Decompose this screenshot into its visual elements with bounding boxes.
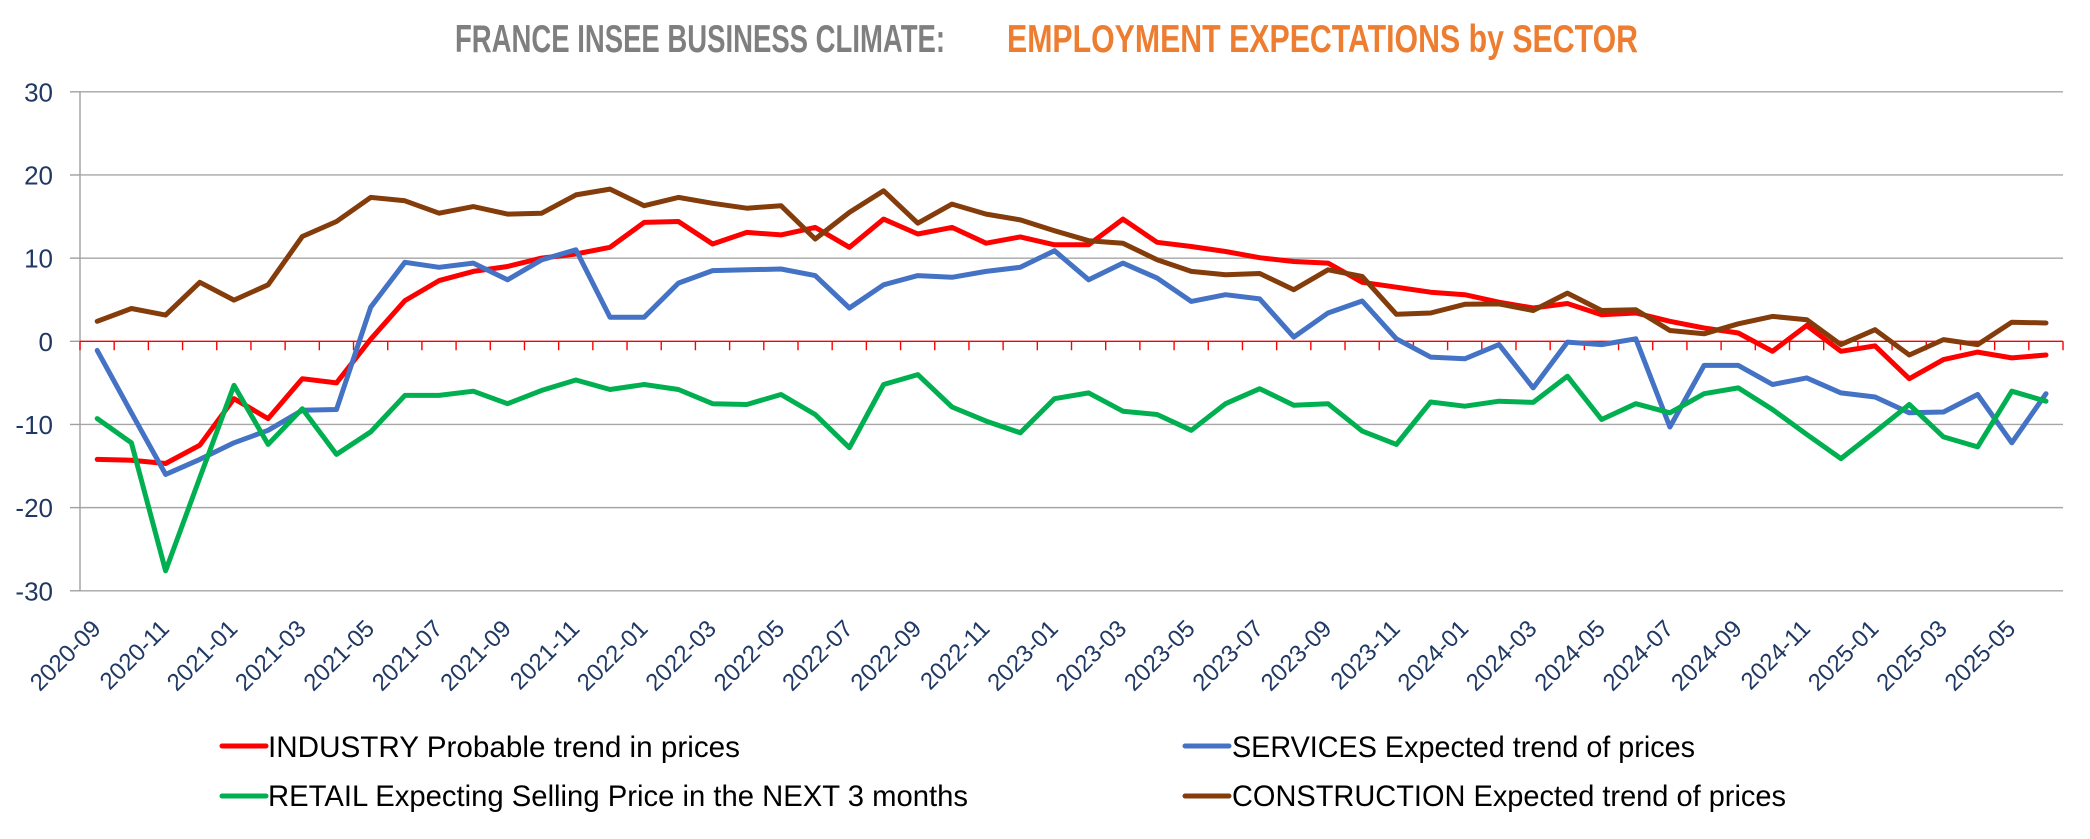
- svg-text:0: 0: [39, 327, 53, 357]
- svg-text:10: 10: [24, 244, 53, 274]
- svg-text:SERVICES Expected trend of pri: SERVICES Expected trend of prices: [1232, 731, 1695, 764]
- svg-text:FRANCE INSEE BUSINESS CLIMATE:: FRANCE INSEE BUSINESS CLIMATE: EMPLOYMENT…: [455, 18, 1638, 61]
- svg-text:30: 30: [24, 77, 53, 107]
- svg-text:-10: -10: [15, 410, 53, 440]
- svg-text:CONSTRUCTION Expected trend of: CONSTRUCTION Expected trend of prices: [1232, 780, 1786, 813]
- svg-text:RETAIL Expecting Selling Price: RETAIL Expecting Selling Price in the NE…: [268, 780, 968, 813]
- svg-text:-30: -30: [15, 576, 53, 606]
- svg-text:-20: -20: [15, 493, 53, 523]
- svg-text:20: 20: [24, 161, 53, 191]
- svg-text:INDUSTRY Probable trend in pri: INDUSTRY Probable trend in prices: [268, 731, 740, 764]
